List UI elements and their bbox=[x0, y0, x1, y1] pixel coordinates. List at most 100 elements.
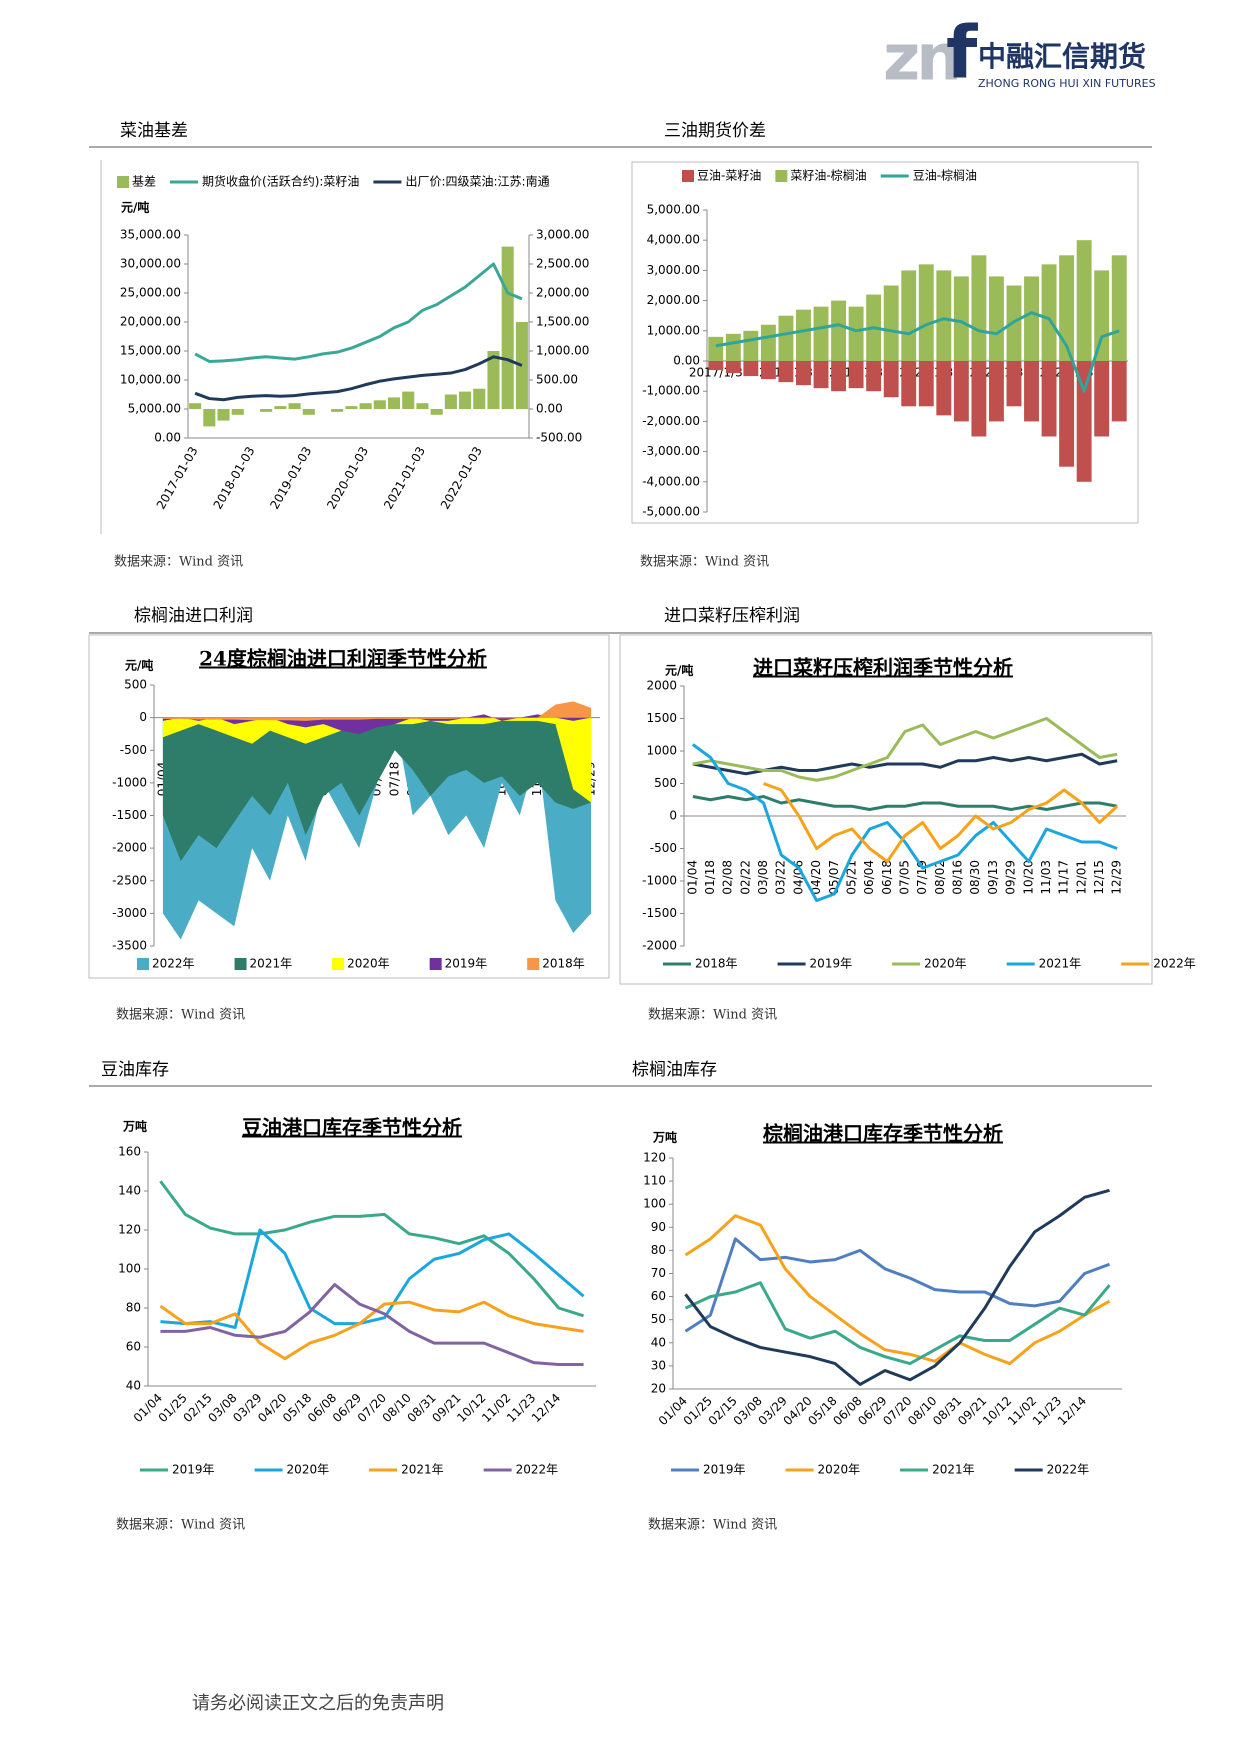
y-tick-label: 60 bbox=[126, 1340, 141, 1354]
line bbox=[684, 1281, 1111, 1366]
y-tick-label: -1,000.00 bbox=[642, 384, 700, 398]
bar bbox=[473, 388, 486, 409]
line bbox=[692, 717, 1118, 782]
x-tick-label: 05/07 bbox=[827, 860, 841, 895]
x-tick-label: 09/29 bbox=[1004, 860, 1018, 895]
y-unit: 元/吨 bbox=[121, 200, 149, 215]
y-tick-label: 500 bbox=[124, 678, 147, 692]
y-tick-label: 30,000.00 bbox=[120, 257, 181, 271]
bar bbox=[1076, 361, 1092, 482]
y2-tick-label: 2,000.00 bbox=[536, 286, 589, 300]
bar bbox=[918, 264, 934, 361]
bar bbox=[796, 361, 811, 386]
bar bbox=[189, 403, 202, 409]
y-tick-label: 120 bbox=[118, 1223, 141, 1237]
y-tick-label: -1000 bbox=[642, 874, 677, 888]
y-tick-label: 1,000.00 bbox=[647, 323, 700, 337]
x-tick-label: 2020-01-03 bbox=[324, 444, 371, 511]
line bbox=[684, 1214, 1111, 1366]
x-tick-label: 12/15 bbox=[1092, 860, 1106, 895]
y-tick-label: -1500 bbox=[642, 906, 677, 920]
legend-label: 菜籽油-棕榈油 bbox=[790, 168, 866, 183]
y-tick-label: -5,000.00 bbox=[642, 505, 700, 519]
source-note: 数据来源：Wind 资讯 bbox=[640, 555, 769, 570]
bar bbox=[988, 361, 1004, 422]
bar bbox=[1024, 361, 1039, 422]
legend-swatch bbox=[332, 958, 345, 970]
logo-mark: zn bbox=[883, 22, 958, 96]
y-tick-label: -3000 bbox=[112, 906, 147, 920]
bar bbox=[260, 409, 273, 412]
line bbox=[715, 311, 1120, 393]
bar bbox=[1094, 361, 1110, 437]
y-tick-label: 10,000.00 bbox=[120, 373, 181, 387]
y2-tick-label: -500.00 bbox=[536, 431, 582, 445]
y-tick-label: 110 bbox=[643, 1174, 666, 1188]
x-tick-label: 07/18 bbox=[387, 762, 401, 797]
bar bbox=[743, 361, 759, 377]
bar bbox=[373, 400, 386, 409]
x-tick-label: 2021-01-03 bbox=[381, 444, 428, 511]
legend-label: 2021年 bbox=[401, 1463, 444, 1477]
y-tick-label: 70 bbox=[651, 1266, 666, 1280]
y-tick-label: 1000 bbox=[646, 744, 677, 758]
line bbox=[684, 1188, 1110, 1386]
line bbox=[692, 795, 1118, 811]
bar bbox=[203, 409, 216, 427]
y-tick-label: 80 bbox=[651, 1243, 666, 1257]
legend-label: 2019年 bbox=[172, 1463, 215, 1477]
bar bbox=[459, 391, 472, 409]
y-tick-label: 1500 bbox=[646, 711, 677, 725]
x-tick-label: 06/04 bbox=[862, 860, 876, 895]
bar bbox=[345, 406, 358, 409]
y-tick-label: 140 bbox=[118, 1184, 141, 1198]
bar bbox=[1059, 361, 1075, 467]
y-tick-label: 100 bbox=[118, 1262, 141, 1276]
y-tick-label: -1500 bbox=[112, 808, 147, 822]
legend-swatch bbox=[682, 170, 694, 182]
bar bbox=[831, 361, 847, 392]
legend-label: 2022年 bbox=[516, 1463, 559, 1477]
chart-title: 豆油港口库存季节性分析 bbox=[242, 1116, 462, 1140]
bar bbox=[302, 409, 315, 415]
x-tick-label: 12/29 bbox=[1110, 860, 1124, 895]
x-tick-label: 06/18 bbox=[880, 860, 894, 895]
source-note: 数据来源：Wind 资讯 bbox=[648, 1008, 777, 1023]
y-tick-label: 120 bbox=[643, 1151, 666, 1165]
source-note: 数据来源：Wind 资讯 bbox=[648, 1518, 777, 1533]
legend-swatch bbox=[137, 958, 149, 970]
legend-label: 2019年 bbox=[445, 957, 488, 971]
y-tick-label: 20 bbox=[651, 1382, 666, 1396]
area bbox=[162, 717, 592, 862]
x-tick-label: 04/20 bbox=[809, 860, 823, 895]
bar bbox=[760, 361, 776, 380]
bar bbox=[487, 351, 500, 409]
logo-mark: f bbox=[946, 11, 978, 95]
bar bbox=[953, 276, 969, 361]
x-tick-label: 2018-01-03 bbox=[211, 444, 258, 511]
y-tick-label: 15,000.00 bbox=[120, 344, 181, 358]
chart-title: 进口菜籽压榨利润季节性分析 bbox=[753, 656, 1013, 680]
disclaimer: 请务必阅读正文之后的免责声明 bbox=[192, 1693, 444, 1714]
y-tick-label: 0.00 bbox=[154, 431, 181, 445]
bar bbox=[1041, 361, 1057, 437]
legend-swatch bbox=[775, 170, 788, 182]
y-tick-label: 5,000.00 bbox=[647, 203, 700, 217]
y-tick-label: 0.00 bbox=[673, 354, 700, 368]
y-tick-label: -2000 bbox=[642, 939, 677, 953]
bar bbox=[708, 361, 724, 371]
bar bbox=[918, 361, 934, 407]
bar bbox=[416, 403, 429, 409]
bar bbox=[402, 391, 415, 409]
section-heading: 棕榈油库存 bbox=[632, 1060, 717, 1080]
x-tick-label: 01/04 bbox=[685, 860, 699, 895]
bar bbox=[1094, 270, 1110, 361]
bar bbox=[331, 409, 344, 412]
y-tick-label: -2000 bbox=[112, 841, 147, 855]
y-unit: 元/吨 bbox=[125, 658, 153, 673]
bar bbox=[971, 255, 987, 361]
bar bbox=[274, 406, 287, 409]
x-tick-label: 12/14 bbox=[1055, 1394, 1089, 1428]
legend-label: 2021年 bbox=[932, 1463, 975, 1477]
